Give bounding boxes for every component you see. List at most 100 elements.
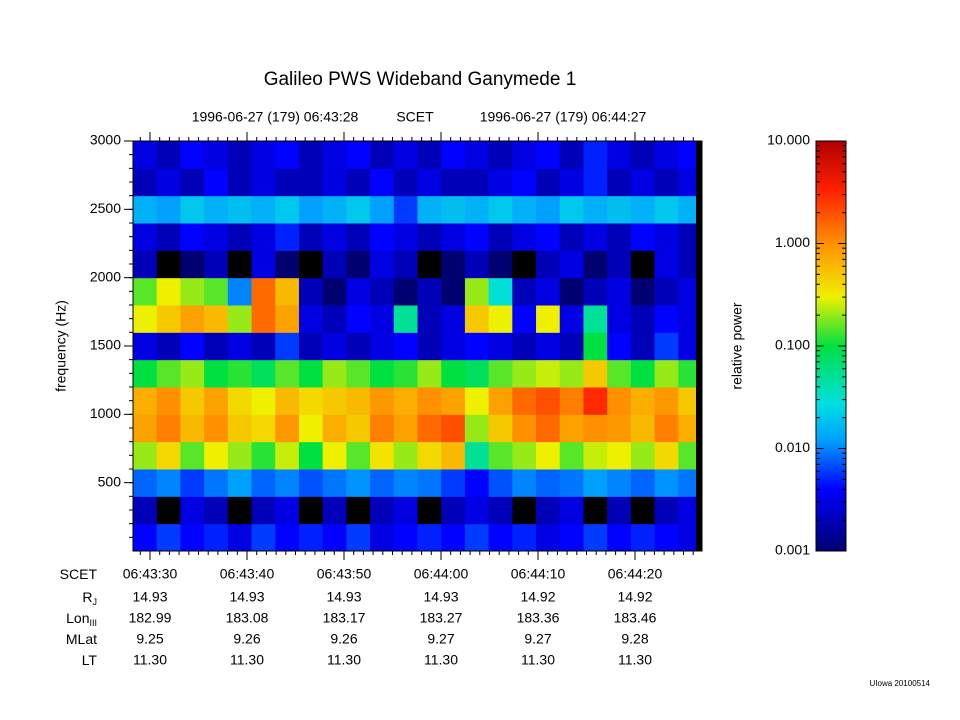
heatmap-cell: [393, 141, 418, 169]
heatmap-cell: [133, 277, 158, 306]
ephemeris-label: LonIII: [66, 610, 97, 629]
heatmap-cell: [488, 277, 513, 306]
heatmap-cell: [654, 305, 679, 333]
ephemeris-value: 9.27: [427, 631, 454, 647]
heatmap-cell: [488, 496, 513, 525]
annotation: 1996-06-27 (179) 06:43:28: [192, 109, 359, 125]
heatmap-cell: [607, 141, 632, 169]
x-tick-label: 06:43:40: [220, 566, 275, 582]
heatmap-cell: [322, 387, 347, 415]
heatmap-cell: [204, 141, 229, 169]
heatmap-cell: [251, 469, 276, 497]
heatmap-cell: [417, 523, 442, 552]
heatmap-cell: [393, 359, 418, 388]
heatmap-cell: [559, 223, 584, 251]
heatmap-cell: [133, 250, 158, 279]
heatmap-cell: [298, 359, 324, 388]
ephemeris-value: 11.30: [133, 652, 167, 668]
heatmap-cell: [536, 414, 561, 443]
heatmap-cell: [559, 414, 584, 443]
ephemeris-value: 183.27: [420, 610, 463, 626]
heatmap-cell: [559, 523, 584, 552]
heatmap-cell: [346, 195, 371, 224]
heatmap-cell: [251, 441, 276, 470]
heatmap-cell: [630, 168, 656, 197]
heatmap-cell: [204, 469, 229, 497]
heatmap-cell: [654, 195, 679, 224]
heatmap-cell: [441, 168, 466, 197]
heatmap-cell: [536, 359, 561, 388]
heatmap-cell: [346, 277, 371, 306]
heatmap-cell: [559, 387, 584, 415]
heatmap-cell: [512, 250, 537, 279]
heatmap-cell: [441, 387, 466, 415]
heatmap-cell: [346, 523, 371, 552]
heatmap-cell: [393, 469, 418, 497]
ephemeris-value: 11.30: [327, 652, 361, 668]
heatmap-cell: [654, 469, 679, 497]
heatmap-cell: [583, 359, 608, 388]
heatmap-cell: [583, 387, 608, 415]
ephemeris-value: 14.92: [617, 589, 652, 605]
heatmap-cell: [251, 223, 276, 251]
heatmap-cell: [536, 277, 561, 306]
label-main: LT: [82, 652, 98, 668]
ephemeris-value: 9.25: [136, 631, 163, 647]
heatmap-cell: [512, 332, 537, 361]
heatmap-cell: [464, 441, 490, 470]
heatmap-cell: [275, 332, 300, 361]
heatmap-cell: [156, 414, 181, 443]
heatmap-cell: [488, 305, 513, 333]
heatmap-cell: [370, 469, 395, 497]
heatmap-cell: [156, 305, 181, 333]
heatmap-cell: [393, 441, 418, 470]
heatmap-cell: [298, 195, 324, 224]
heatmap-cell: [630, 359, 656, 388]
heatmap-cell: [180, 168, 205, 197]
heatmap-cell: [536, 223, 561, 251]
heatmap-cell: [654, 414, 679, 443]
heatmap-cell: [559, 168, 584, 197]
heatmap-cell: [346, 414, 371, 443]
heatmap-cell: [417, 250, 442, 279]
heatmap-cell: [180, 332, 205, 361]
heatmap-cell: [393, 496, 418, 525]
heatmap-cell: [370, 387, 395, 415]
heatmap-cell: [441, 469, 466, 497]
heatmap-cell: [607, 359, 632, 388]
heatmap-cell: [156, 523, 181, 552]
ephemeris-label: MLat: [66, 631, 97, 647]
heatmap-cell: [630, 277, 656, 306]
heatmap-cell: [512, 141, 537, 169]
heatmap-cell: [180, 441, 205, 470]
heatmap-cell: [298, 469, 324, 497]
heatmap-cell: [133, 496, 158, 525]
heatmap-cell: [536, 441, 561, 470]
heatmap-cell: [536, 250, 561, 279]
heatmap-cell: [227, 387, 253, 415]
heatmap-cell: [370, 332, 395, 361]
heatmap-cell: [512, 469, 537, 497]
heatmap-cell: [417, 277, 442, 306]
heatmap-cell: [488, 332, 513, 361]
heatmap-cell: [607, 277, 632, 306]
heatmap-cell: [583, 469, 608, 497]
heatmap-cell: [227, 496, 253, 525]
plot-edge: [696, 141, 702, 551]
heatmap-cell: [298, 496, 324, 525]
heatmap-cell: [133, 523, 158, 552]
heatmap-cell: [464, 359, 490, 388]
heatmap-cell: [488, 387, 513, 415]
heatmap-cell: [227, 332, 253, 361]
heatmap-cell: [204, 168, 229, 197]
heatmap-cell: [275, 305, 300, 333]
heatmap-cell: [180, 469, 205, 497]
heatmap-cell: [370, 496, 395, 525]
heatmap-cell: [370, 523, 395, 552]
heatmap-cell: [156, 441, 181, 470]
heatmap-cell: [251, 195, 276, 224]
heatmap-cell: [227, 305, 253, 333]
heatmap-cell: [227, 277, 253, 306]
label-main: SCET: [60, 566, 98, 582]
heatmap-cell: [512, 523, 537, 552]
